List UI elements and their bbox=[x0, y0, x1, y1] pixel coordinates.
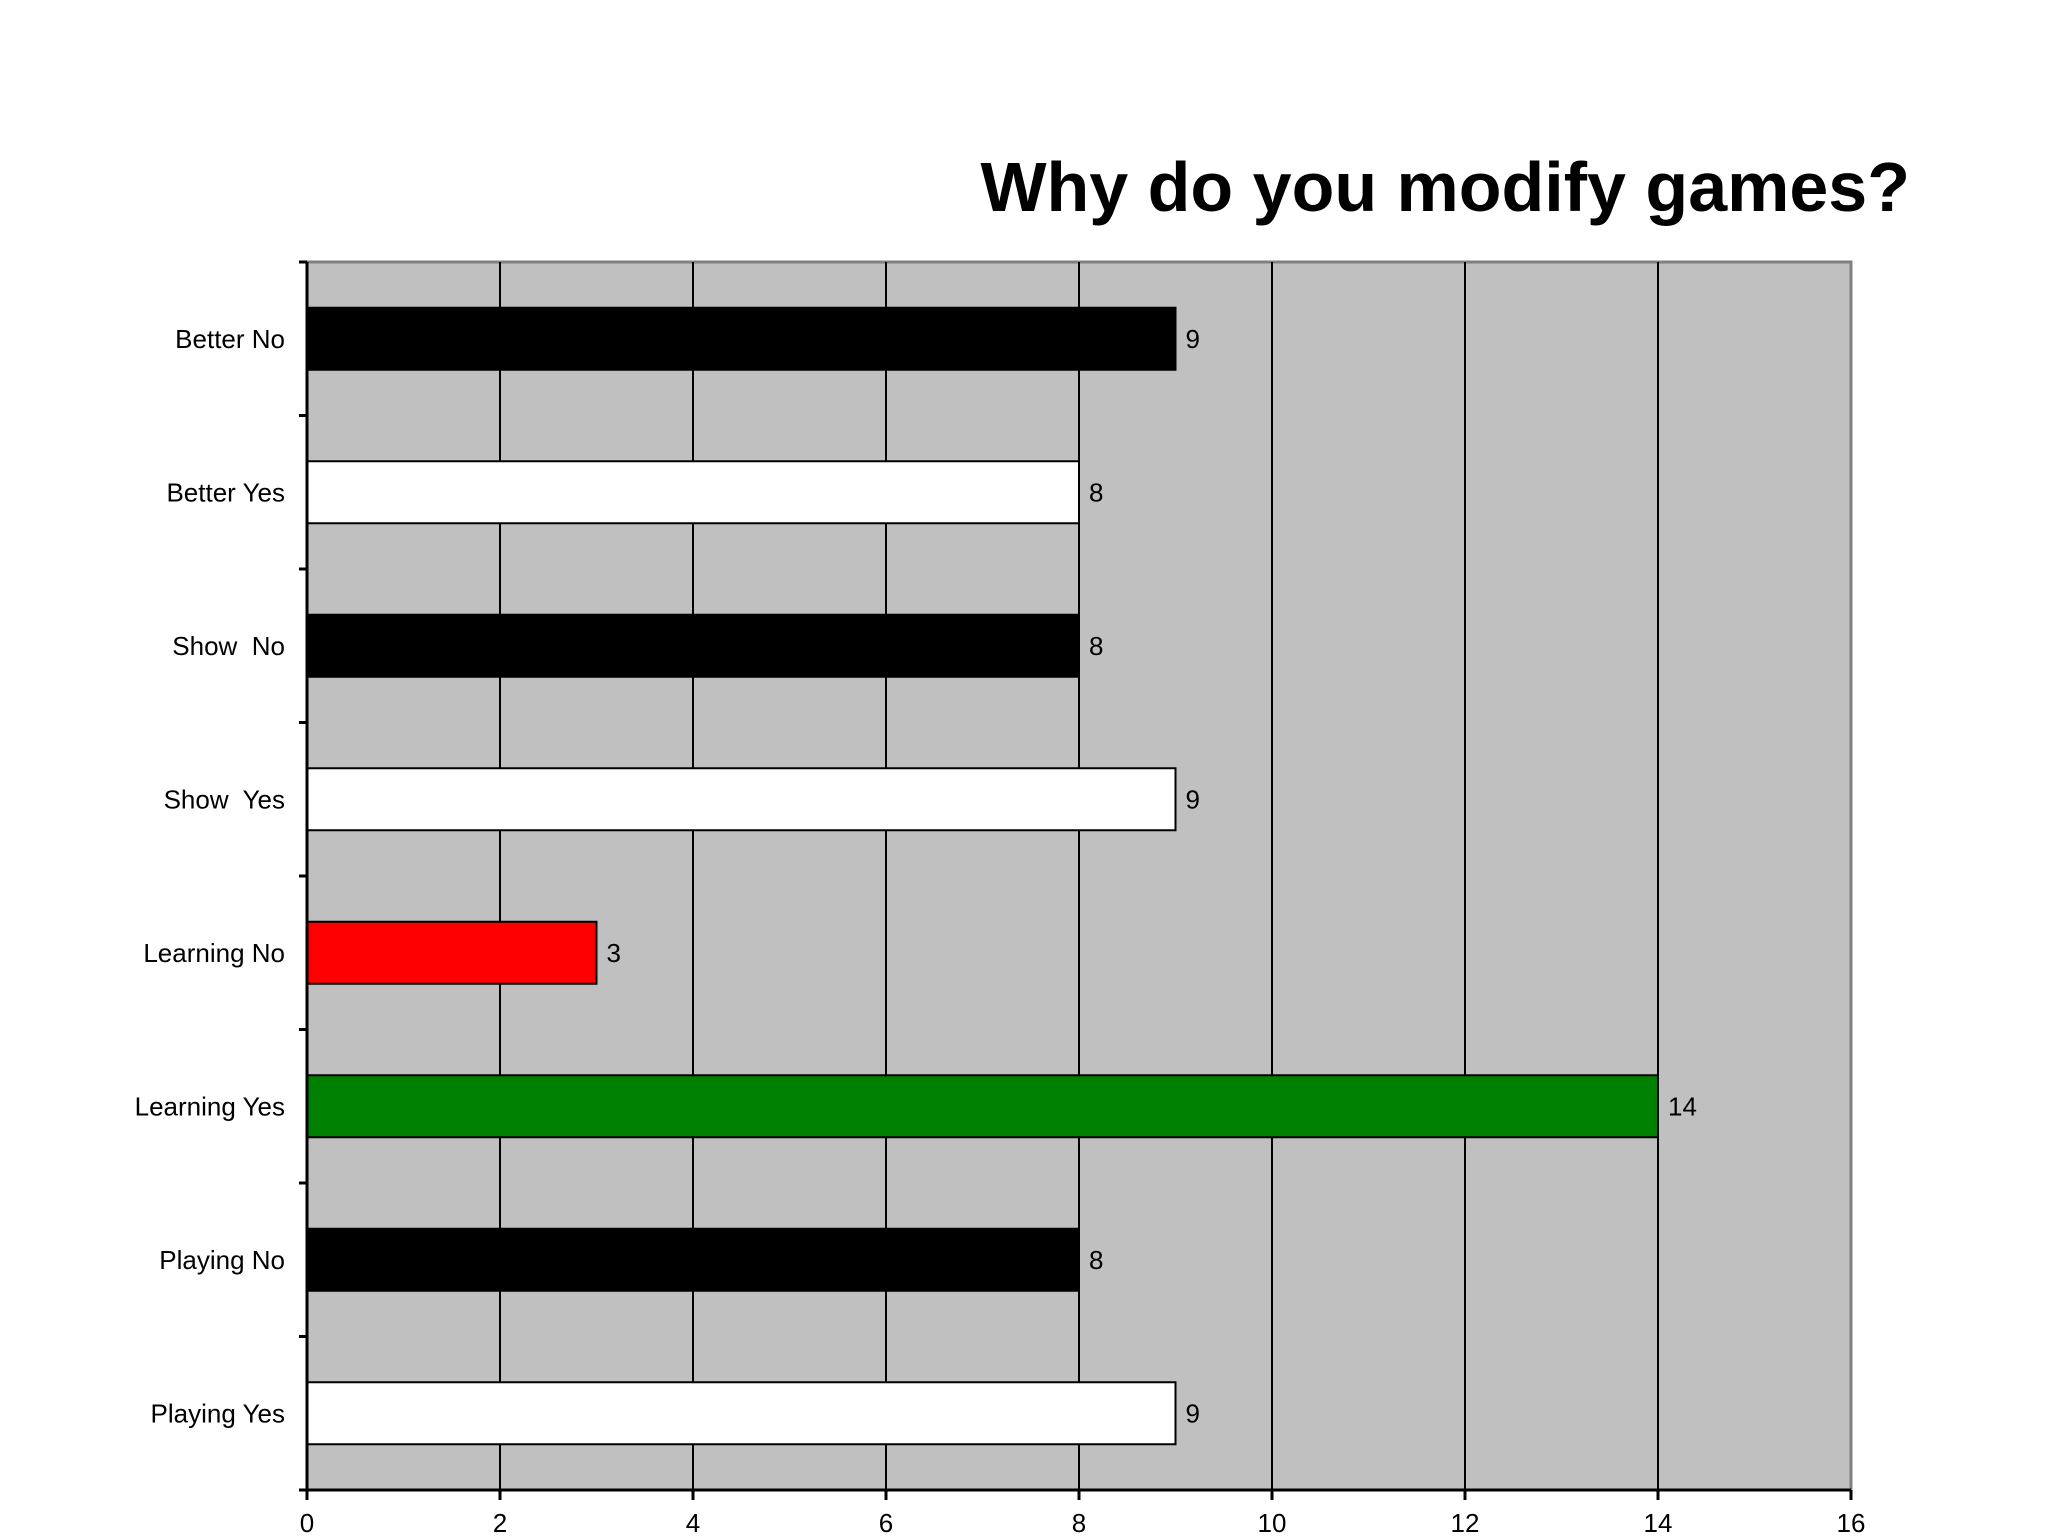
category-labels: Better No Better Yes Show No Show Yes Learni… bbox=[135, 324, 285, 1429]
x-tick-label-16: 16 bbox=[1837, 1508, 1866, 1536]
data-labels: 9 8 8 9 3 14 8 9 bbox=[607, 324, 1697, 1429]
category-label-7: Playing Yes bbox=[151, 1398, 285, 1428]
x-tick-label-0: 0 bbox=[300, 1508, 314, 1536]
data-label-3: 9 bbox=[1186, 784, 1200, 814]
bar-5 bbox=[306, 1074, 1659, 1139]
category-label-3: Show Yes bbox=[164, 784, 285, 814]
data-label-2: 8 bbox=[1089, 631, 1103, 661]
data-label-4: 3 bbox=[607, 938, 621, 968]
data-label-1: 8 bbox=[1089, 477, 1103, 507]
bar-1 bbox=[306, 460, 1080, 525]
axes bbox=[299, 260, 1853, 1500]
bar-2 bbox=[306, 613, 1080, 678]
bar-6 bbox=[306, 1227, 1080, 1292]
x-tick-labels: 0 2 4 6 8 10 12 14 16 bbox=[300, 1508, 1866, 1536]
category-label-2: Show No bbox=[172, 631, 285, 661]
category-label-5: Learning Yes bbox=[135, 1091, 285, 1121]
data-label-6: 8 bbox=[1089, 1245, 1103, 1275]
category-label-4: Learning No bbox=[143, 938, 285, 968]
data-label-7: 9 bbox=[1186, 1398, 1200, 1428]
bar-3 bbox=[306, 767, 1177, 832]
data-label-5: 14 bbox=[1668, 1091, 1697, 1121]
x-tick-label-6: 6 bbox=[879, 1508, 893, 1536]
category-label-0: Better No bbox=[175, 324, 285, 354]
x-tick-label-14: 14 bbox=[1644, 1508, 1673, 1536]
x-tick-label-12: 12 bbox=[1451, 1508, 1480, 1536]
data-label-0: 9 bbox=[1186, 324, 1200, 354]
bars bbox=[306, 306, 1659, 1446]
x-tick-label-4: 4 bbox=[686, 1508, 700, 1536]
category-label-1: Better Yes bbox=[166, 477, 285, 507]
x-tick-label-10: 10 bbox=[1258, 1508, 1287, 1536]
bar-4 bbox=[306, 920, 598, 985]
x-tick-label-2: 2 bbox=[493, 1508, 507, 1536]
bar-7 bbox=[306, 1381, 1177, 1446]
category-label-6: Playing No bbox=[159, 1245, 285, 1275]
chart-title: Why do you modify games? bbox=[980, 148, 1910, 226]
bar-0 bbox=[306, 306, 1177, 371]
x-tick-label-8: 8 bbox=[1072, 1508, 1086, 1536]
